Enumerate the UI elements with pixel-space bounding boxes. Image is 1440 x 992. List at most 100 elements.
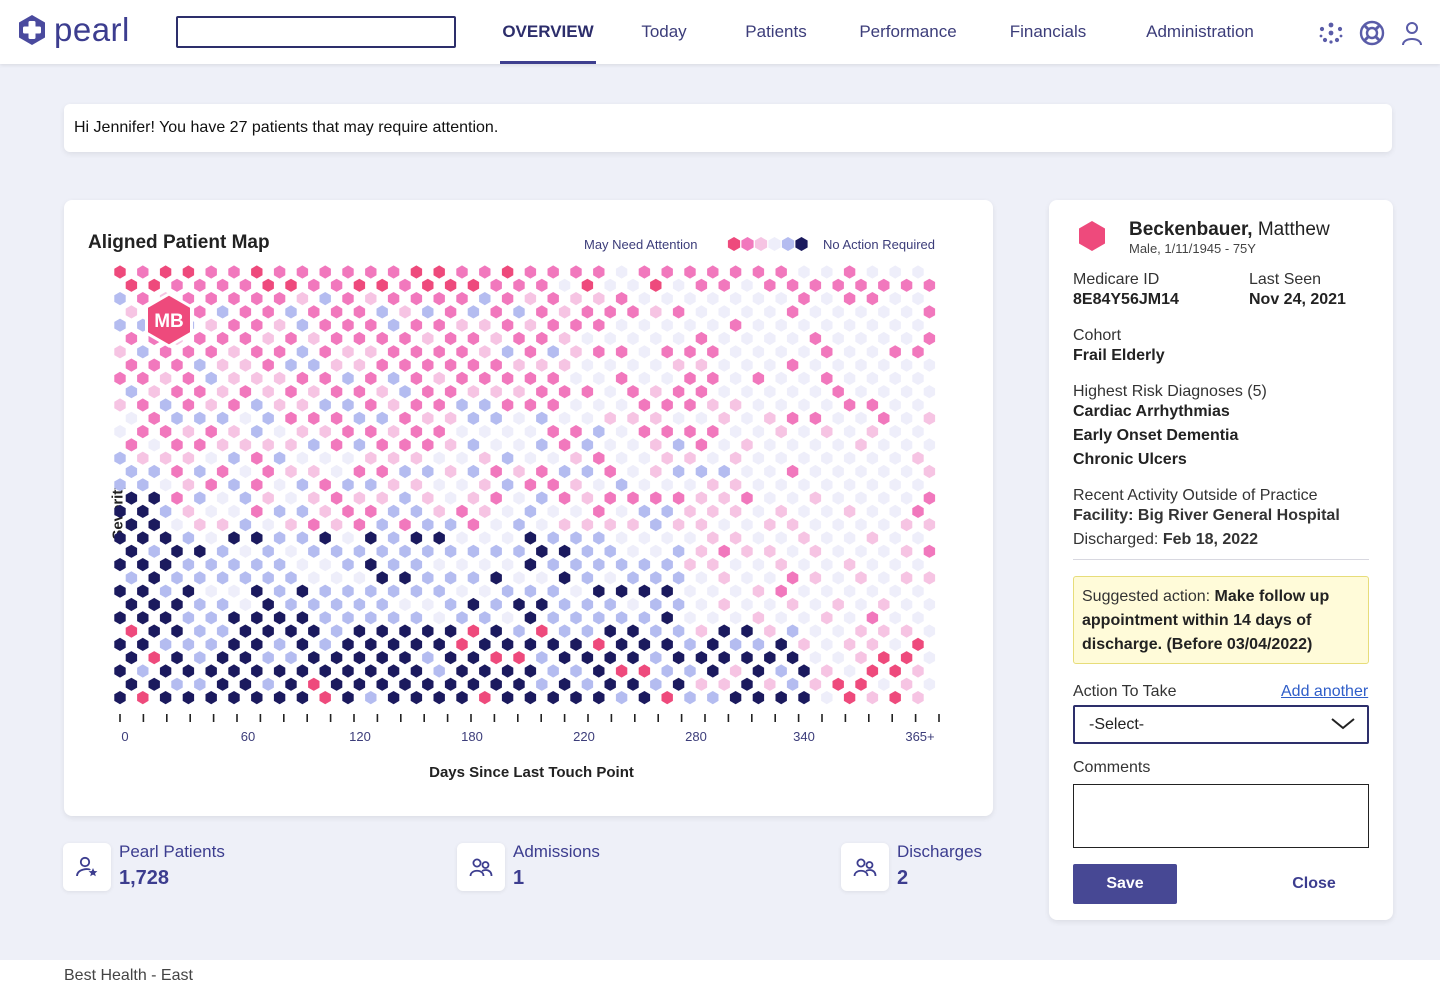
patient-hex[interactable] [752,504,765,518]
patient-hex[interactable] [273,292,286,306]
patient-hex[interactable] [251,637,263,651]
patient-hex[interactable] [866,345,879,359]
patient-hex[interactable] [878,358,890,372]
patient-hex[interactable] [718,438,730,452]
patient-hex[interactable] [809,597,822,612]
patient-hex[interactable] [900,464,913,479]
patient-hex[interactable] [330,544,343,558]
patient-hex[interactable] [251,398,263,412]
patient-hex[interactable] [479,504,491,518]
patient-hex[interactable] [479,371,491,385]
patient-hex[interactable] [581,278,594,292]
patient-hex[interactable] [615,478,628,492]
patient-hex[interactable] [376,491,388,505]
patient-hex[interactable] [365,425,377,439]
patient-hex[interactable] [889,478,901,492]
patient-hex[interactable] [707,691,719,705]
patient-hex[interactable] [695,438,708,452]
patient-hex[interactable] [285,385,297,399]
patient-hex[interactable] [615,318,628,332]
patient-hex[interactable] [764,677,776,691]
patient-hex[interactable] [319,451,331,465]
patient-hex[interactable] [775,664,787,678]
patient-hex[interactable] [205,531,217,545]
patient-hex[interactable] [878,624,890,638]
patient-hex[interactable] [798,292,810,306]
patient-hex[interactable] [456,318,468,332]
patient-hex[interactable] [752,664,765,678]
patient-hex[interactable] [228,664,240,678]
patient-hex[interactable] [456,371,468,385]
patient-hex[interactable] [501,691,514,705]
patient-hex[interactable] [387,398,400,412]
patient-hex[interactable] [832,491,844,505]
patient-hex[interactable] [889,531,901,545]
patient-hex[interactable] [798,504,810,518]
patient-hex[interactable] [821,398,833,412]
patient-hex[interactable] [422,518,434,532]
patient-hex[interactable] [798,371,810,385]
patient-hex[interactable] [752,292,765,306]
patient-hex[interactable] [593,318,605,332]
patient-hex[interactable] [410,265,423,279]
patient-hex[interactable] [410,664,423,678]
patient-hex[interactable] [570,478,582,492]
patient-hex[interactable] [308,385,320,399]
patient-hex[interactable] [353,411,366,425]
patient-hex[interactable] [661,637,673,651]
patient-hex[interactable] [604,651,616,665]
patient-hex[interactable] [342,425,354,439]
patient-hex[interactable] [843,318,856,332]
patient-hex[interactable] [798,265,810,279]
patient-hex[interactable] [444,677,457,691]
patient-hex[interactable] [604,544,616,558]
patient-hex[interactable] [786,305,799,319]
patient-hex[interactable] [798,425,810,439]
patient-hex[interactable] [661,691,673,705]
patient-hex[interactable] [878,411,890,425]
patient-hex[interactable] [387,292,400,306]
patient-hex[interactable] [843,478,856,492]
patient-hex[interactable] [513,544,525,558]
patient-hex[interactable] [262,331,274,346]
patient-hex[interactable] [558,358,571,372]
patient-hex[interactable] [387,691,400,705]
patient-hex[interactable] [524,531,537,545]
patient-hex[interactable] [855,385,867,399]
patient-hex[interactable] [125,491,138,505]
patient-hex[interactable] [422,677,434,691]
patient-hex[interactable] [490,305,502,319]
patient-hex[interactable] [889,425,901,439]
patient-hex[interactable] [296,292,309,306]
patient-hex[interactable] [672,677,685,691]
patient-hex[interactable] [729,558,742,572]
patient-hex[interactable] [330,438,343,452]
patient-hex[interactable] [319,504,331,518]
patient-hex[interactable] [729,371,742,385]
patient-hex[interactable] [342,451,354,465]
patient-hex[interactable] [399,464,411,479]
patient-hex[interactable] [843,531,856,545]
patient-hex[interactable] [729,425,742,439]
patient-hex[interactable] [547,611,559,625]
patient-hex[interactable] [273,318,286,332]
patient-hex[interactable] [615,664,628,678]
patient-hex[interactable] [695,411,708,425]
patient-hex[interactable] [456,478,468,492]
patient-hex[interactable] [615,637,628,651]
patient-hex[interactable] [262,544,274,558]
patient-hex[interactable] [866,425,879,439]
patient-hex[interactable] [718,491,730,505]
patient-hex[interactable] [159,558,172,572]
patient-hex[interactable] [809,677,822,691]
patient-hex[interactable] [410,478,423,492]
patient-hex[interactable] [558,385,571,399]
patient-hex[interactable] [604,411,616,425]
patient-hex[interactable] [843,292,856,306]
patient-hex[interactable] [467,571,480,585]
patient-hex[interactable] [650,331,662,346]
patient-hex[interactable] [467,651,480,665]
patient-hex[interactable] [695,624,708,638]
patient-hex[interactable] [376,278,388,292]
patient-hex[interactable] [205,691,217,705]
